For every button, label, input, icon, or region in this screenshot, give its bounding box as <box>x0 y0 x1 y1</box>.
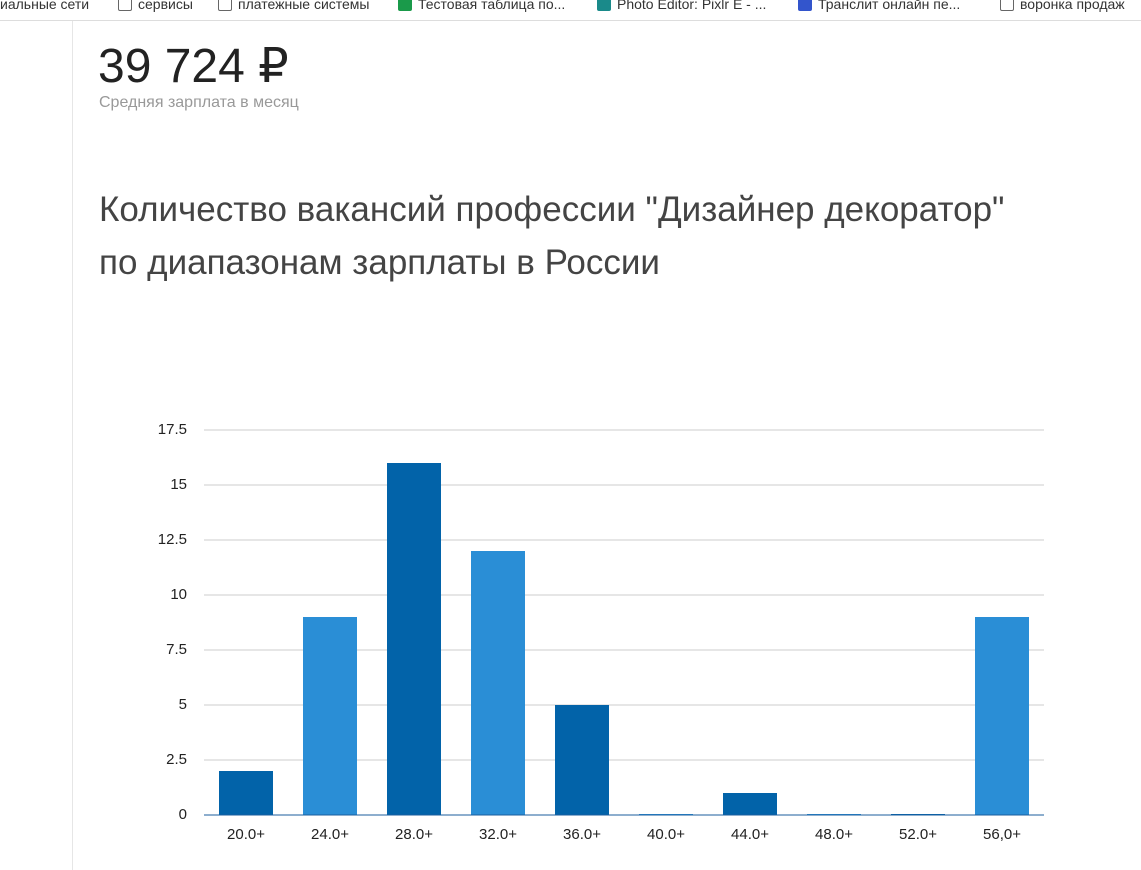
x-tick-label: 56,0+ <box>983 826 1021 843</box>
bookmark-label: Тестовая таблица по... <box>418 0 566 12</box>
bookmark[interactable]: Тестовая таблица по... <box>398 0 565 12</box>
bookmark-label: Транслит онлайн пе... <box>818 0 961 12</box>
bar <box>975 617 1029 815</box>
bookmark[interactable]: циальные сети <box>0 0 89 12</box>
bookmark-label: сервисы <box>138 0 193 12</box>
x-tick-label: 44.0+ <box>731 826 769 843</box>
sidebar-border <box>72 21 73 870</box>
bookmark[interactable]: сервисы <box>118 0 193 12</box>
bar <box>219 771 273 815</box>
bar <box>471 551 525 815</box>
bookmark-label: воронка продаж <box>1020 0 1125 12</box>
x-tick-label: 28.0+ <box>395 826 433 843</box>
bar <box>723 793 777 815</box>
bookmark-icon <box>118 0 132 11</box>
y-tick-label: 17.5 <box>158 421 187 438</box>
chart-title: по диапазонам зарплаты в России <box>99 243 660 282</box>
salary: 39 724 ₽ <box>98 40 289 93</box>
x-tick-label: 24.0+ <box>311 826 349 843</box>
bookmark-label: Photo Editor: Pixlr E - ... <box>617 0 767 12</box>
bookmarks-bar: циальные сети сервисы платежные системы Тес… <box>0 0 1141 21</box>
x-tick-label: 48.0+ <box>815 826 853 843</box>
bookmark-label: циальные сети <box>0 0 90 12</box>
y-tick-label: 7.5 <box>166 641 187 658</box>
salary-caption: Средняя зарплата в месяц <box>99 94 299 111</box>
x-tick-label: 32.0+ <box>479 826 517 843</box>
y-tick-label: 5 <box>179 696 187 713</box>
x-tick-label: 52.0+ <box>899 826 937 843</box>
bar <box>555 705 609 815</box>
x-tick-label: 20.0+ <box>227 826 265 843</box>
bar <box>303 617 357 815</box>
x-tick-label: 36.0+ <box>563 826 601 843</box>
x-tick-label: 40.0+ <box>647 826 685 843</box>
bookmark-icon <box>218 0 232 11</box>
y-tick-label: 12.5 <box>158 531 187 548</box>
bookmark-icon <box>798 0 812 11</box>
bar <box>387 463 441 815</box>
bookmark-icon <box>597 0 611 11</box>
y-tick-label: 10 <box>170 586 187 603</box>
bookmark[interactable]: платежные системы <box>218 0 370 12</box>
bookmark-label: платежные системы <box>238 0 370 12</box>
bookmark-icon <box>398 0 412 11</box>
y-tick-label: 2.5 <box>166 751 187 768</box>
bookmark[interactable]: Транслит онлайн пе... <box>798 0 960 12</box>
chart-title: Количество вакансий профессии "Дизайнер … <box>99 190 1005 229</box>
bookmark-icon <box>1000 0 1014 11</box>
y-tick-label: 0 <box>179 806 187 823</box>
bookmark[interactable]: воронка продаж <box>1000 0 1125 12</box>
y-tick-label: 15 <box>170 476 187 493</box>
bookmark[interactable]: Photo Editor: Pixlr E - ... <box>597 0 766 12</box>
